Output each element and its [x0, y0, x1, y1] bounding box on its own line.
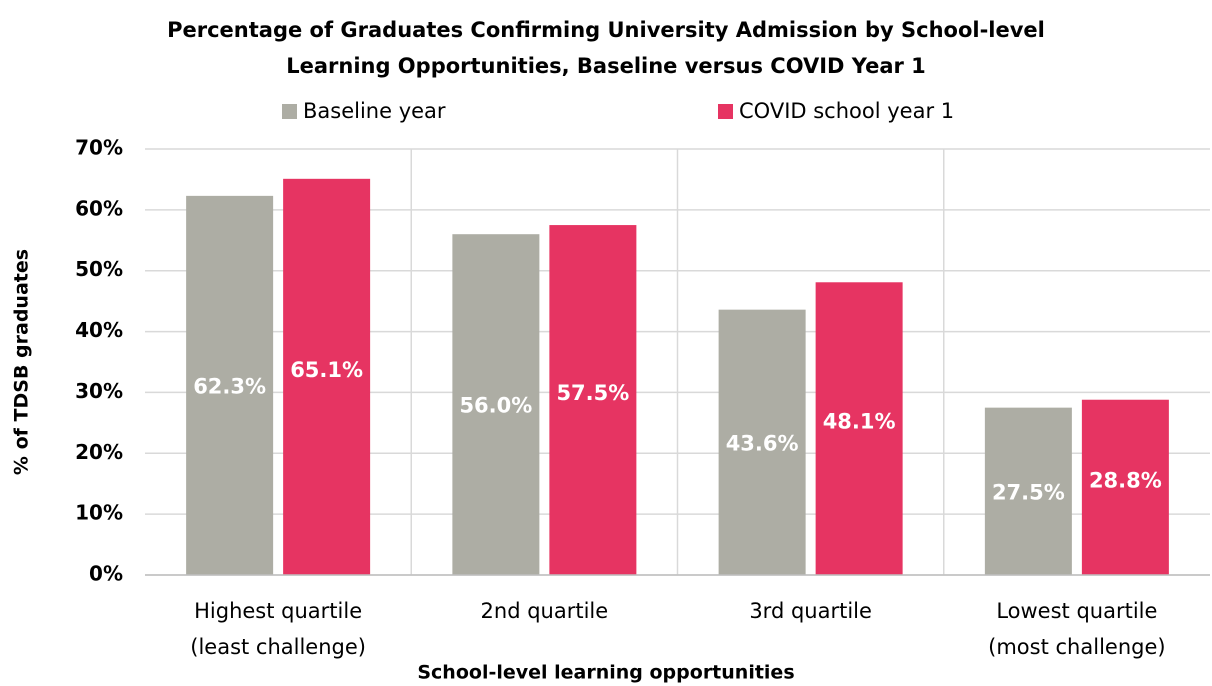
- x-tick-label: (most challenge): [988, 635, 1165, 659]
- legend-label: COVID school year 1: [739, 99, 954, 123]
- bar: [186, 195, 274, 576]
- bar: [1081, 399, 1169, 575]
- y-tick-label: 30%: [75, 379, 123, 403]
- y-tick-label: 20%: [75, 440, 123, 464]
- data-label: 43.6%: [726, 431, 799, 455]
- x-axis-label: School-level learning opportunities: [417, 662, 794, 684]
- y-tick-label: 70%: [75, 136, 123, 160]
- y-tick-label: 50%: [75, 257, 123, 281]
- chart-title: Learning Opportunities, Baseline versus …: [286, 54, 926, 78]
- data-label: 62.3%: [193, 374, 266, 398]
- bar: [984, 407, 1072, 575]
- legend-swatch: [282, 104, 297, 119]
- y-tick-label: 40%: [75, 318, 123, 342]
- x-tick-label: Lowest quartile: [996, 599, 1157, 623]
- bar: [718, 309, 806, 575]
- x-tick-label: 3rd quartile: [749, 599, 872, 623]
- bar: [283, 178, 371, 575]
- y-tick-label: 10%: [75, 501, 123, 525]
- legend-swatch: [718, 104, 733, 119]
- data-label: 57.5%: [556, 381, 629, 405]
- y-axis-label: % of TDSB graduates: [11, 249, 33, 475]
- y-tick-label: 60%: [75, 196, 123, 220]
- data-label: 48.1%: [823, 410, 896, 434]
- x-tick-label: 2nd quartile: [481, 599, 609, 623]
- data-label: 27.5%: [992, 480, 1065, 504]
- bar: [549, 225, 637, 576]
- data-label: 56.0%: [459, 394, 532, 418]
- data-label: 65.1%: [290, 358, 363, 382]
- legend-label: Baseline year: [303, 99, 446, 123]
- x-tick-label: Highest quartile: [194, 599, 362, 623]
- chart-title: Percentage of Graduates Confirming Unive…: [167, 18, 1045, 42]
- bar: [815, 282, 903, 575]
- y-tick-label: 0%: [89, 562, 123, 586]
- bar: [452, 234, 540, 575]
- x-tick-label: (least challenge): [190, 635, 366, 659]
- data-label: 28.8%: [1089, 468, 1162, 492]
